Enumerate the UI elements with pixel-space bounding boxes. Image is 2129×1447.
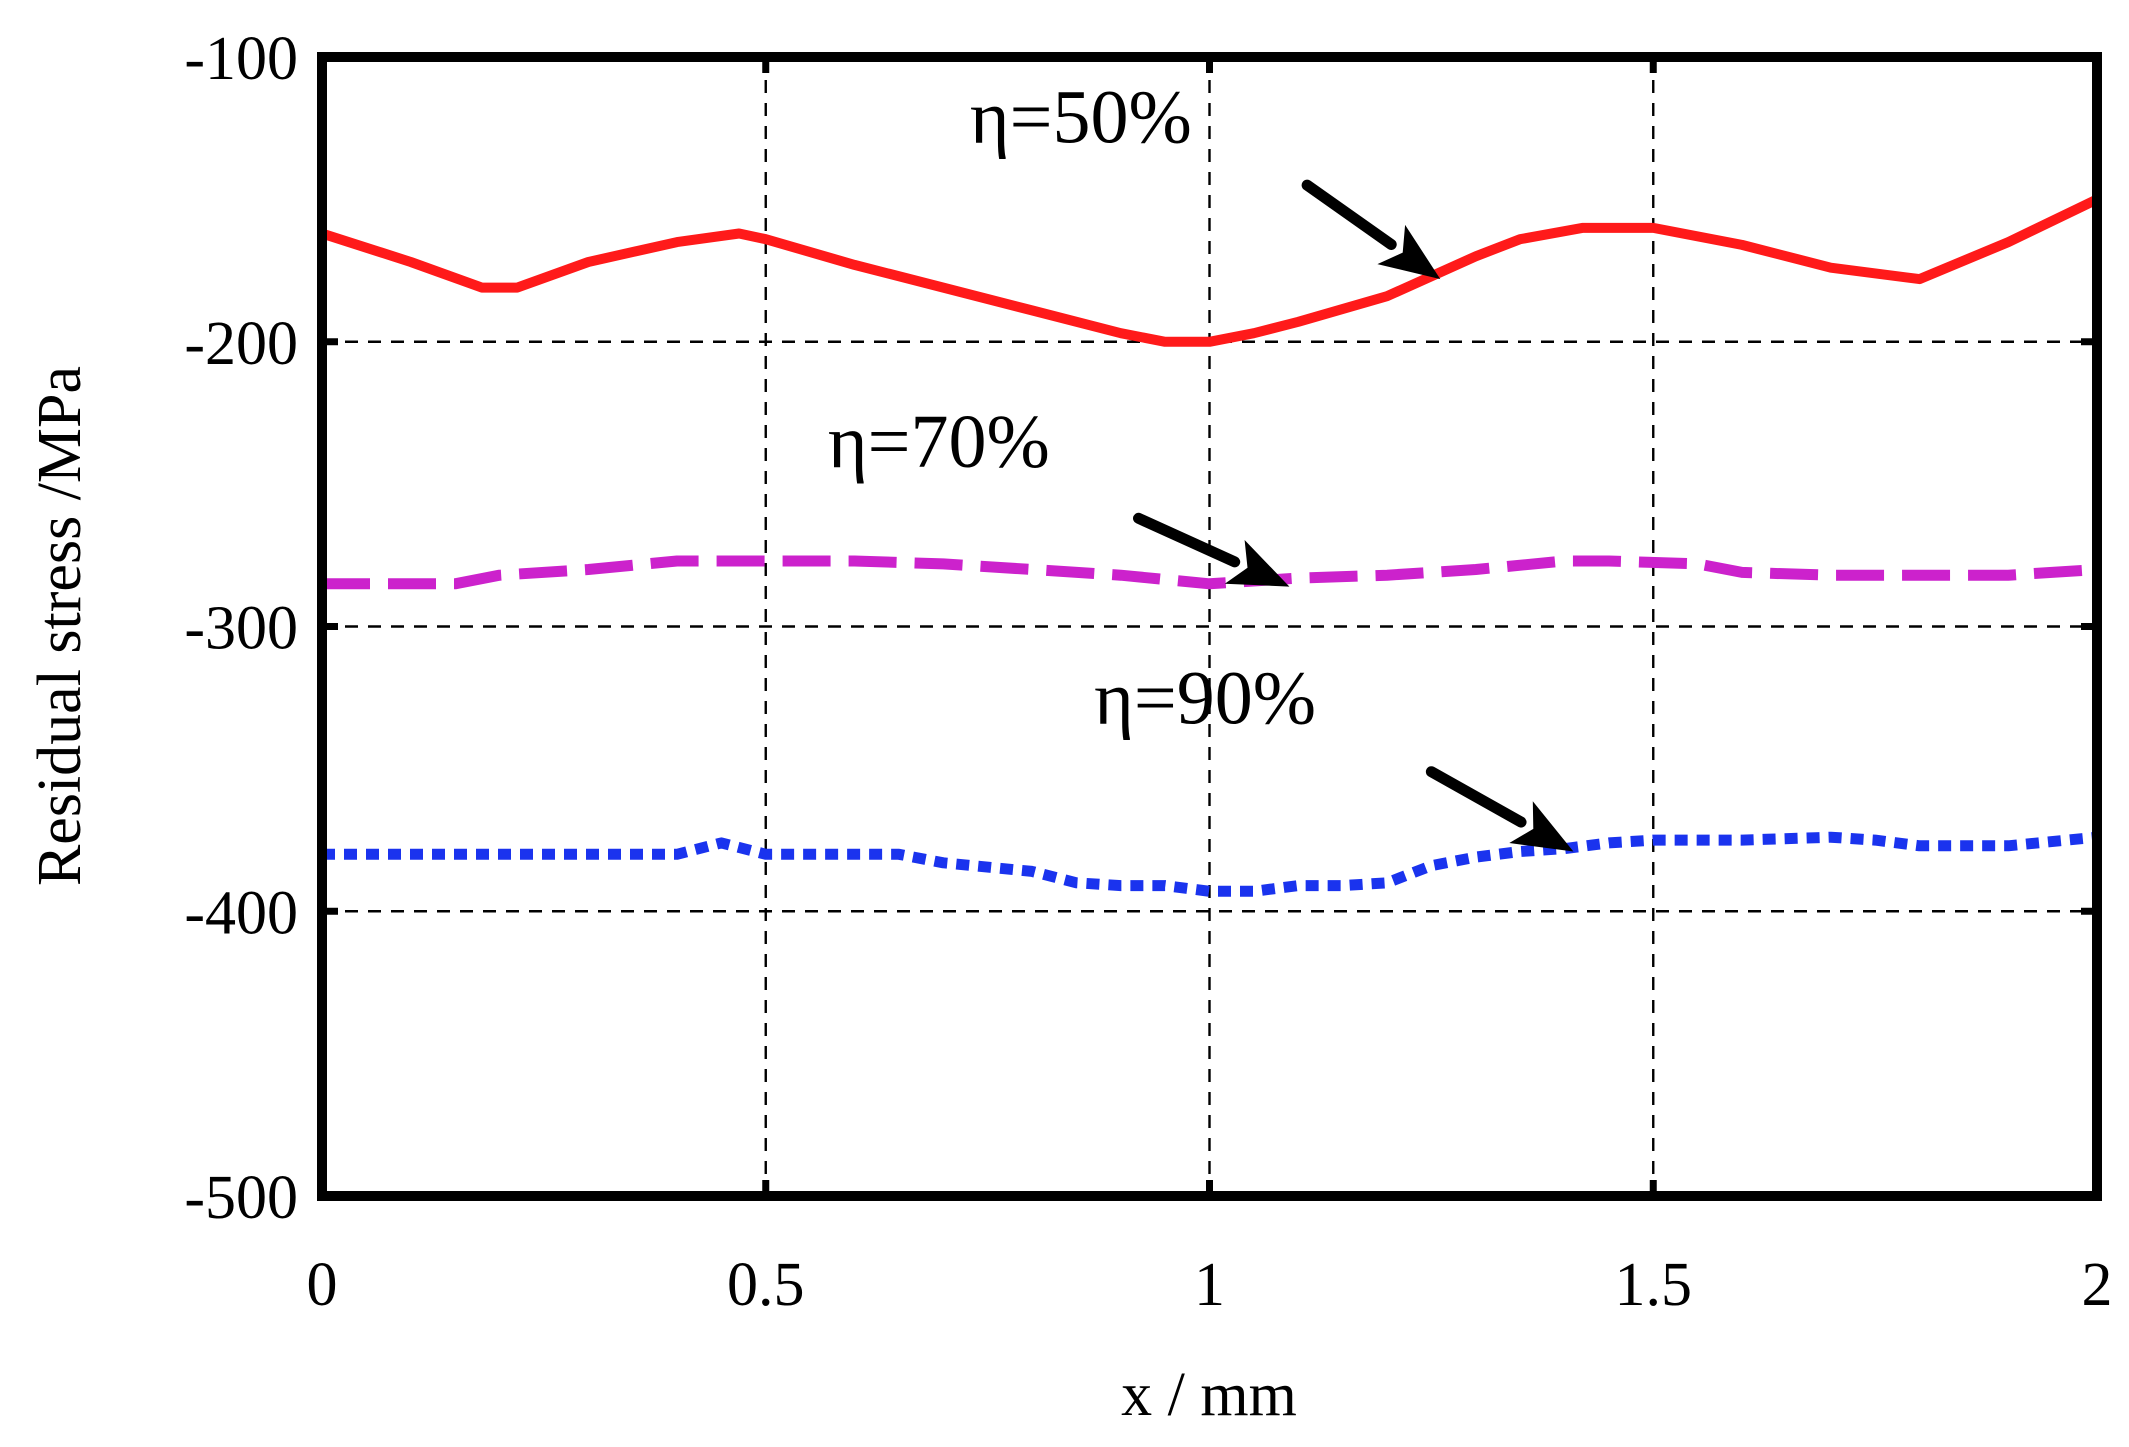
x-tick-label: 0.5 <box>727 1251 805 1319</box>
grid-lines <box>322 57 2097 1196</box>
annotation-arrow-shaft-2 <box>1133 512 1241 568</box>
annotations: η=50% η=70% η=90% <box>828 75 1574 852</box>
annotation-arrow-shaft-3 <box>1425 766 1527 828</box>
y-tick-label: -500 <box>184 1164 298 1232</box>
annotation-label-1: η=50% <box>970 75 1192 159</box>
annotation-arrow-shaft-1 <box>1301 179 1397 251</box>
annotation-arrow-head-1 <box>1377 224 1441 280</box>
annotation-arrow-head-2 <box>1224 540 1290 587</box>
y-tick-label: -100 <box>184 25 298 93</box>
y-tick-label: -400 <box>184 879 298 947</box>
x-tick-label: 1 <box>1194 1251 1225 1319</box>
x-tick-label: 2 <box>2082 1251 2113 1319</box>
series-line-1 <box>320 194 2100 347</box>
x-tick-label: 1.5 <box>1615 1251 1693 1319</box>
annotation-label-2: η=70% <box>828 400 1050 484</box>
y-axis-label: Residual stress /MPa <box>26 366 94 886</box>
x-tick-label: 0 <box>307 1251 338 1319</box>
annotation-label-3: η=90% <box>1094 656 1316 740</box>
x-axis-label: x / mm <box>1121 1361 1297 1429</box>
series-line-3 <box>322 831 2098 897</box>
annotation-arrow-head-3 <box>1509 801 1574 852</box>
y-tick-label: -200 <box>184 310 298 378</box>
y-tick-label: -300 <box>184 595 298 663</box>
axis-ticks: 0 0.5 1 1.5 2 -100 -200 -300 -400 -500 <box>184 25 2112 1319</box>
